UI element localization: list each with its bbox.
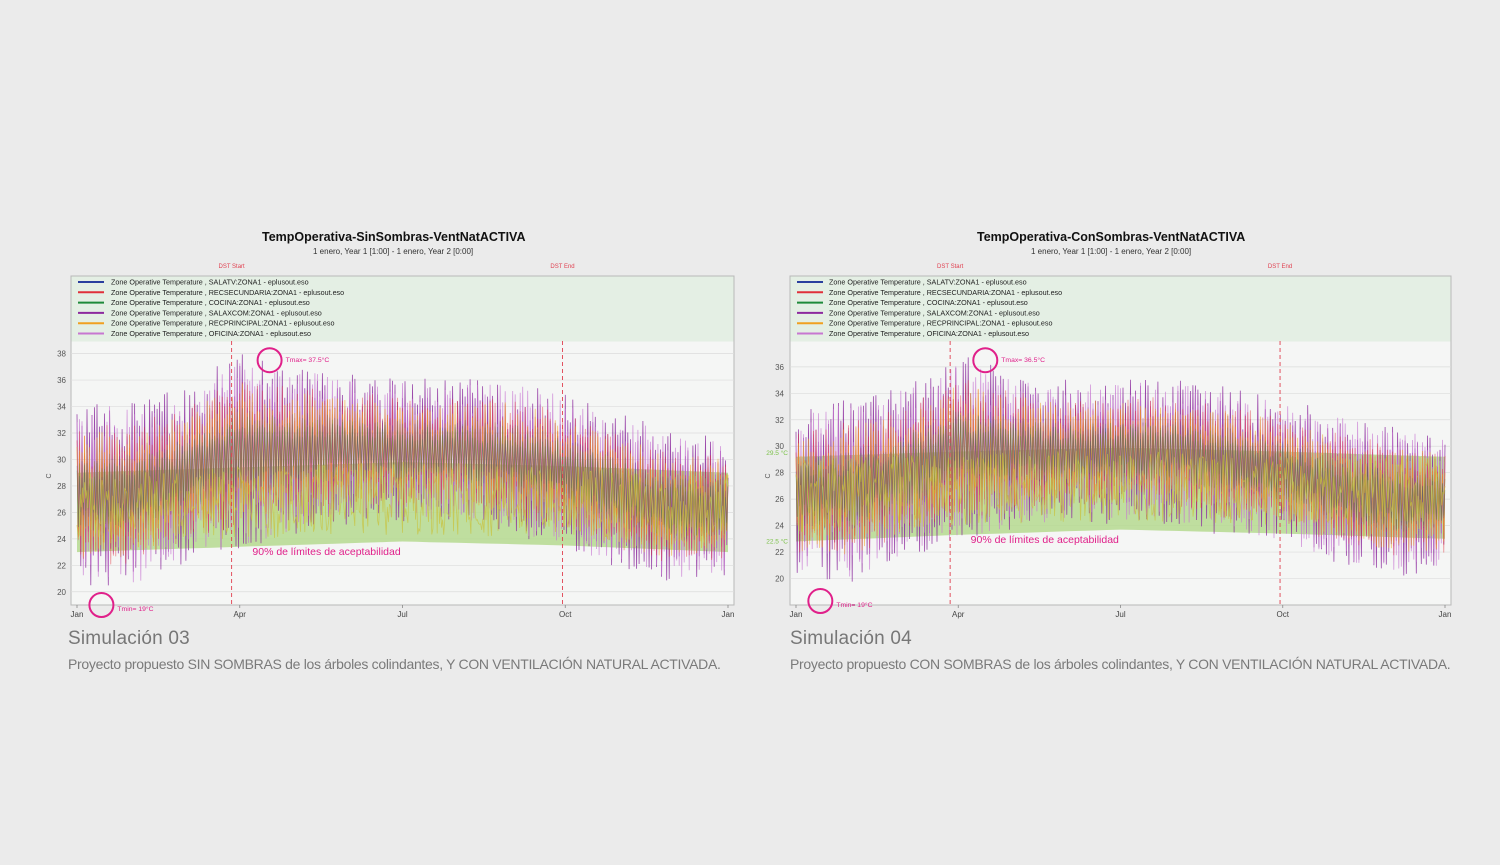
x-tick-label: Jan xyxy=(71,610,84,619)
legend-entry: Zone Operative Temperature , SALAXCOM:ZO… xyxy=(829,308,1040,317)
simulation-title: Simulación 04 xyxy=(790,628,912,649)
series-overlap xyxy=(795,449,1446,532)
y-tick-label: 34 xyxy=(57,403,66,412)
legend-background xyxy=(790,276,1451,342)
legend-entry: Zone Operative Temperature , RECPRINCIPA… xyxy=(111,319,334,328)
simulation-03-panel: TempOperativa-SinSombras-VentNatACTIVA 1… xyxy=(46,230,735,672)
y-tick-label: 26 xyxy=(775,495,784,504)
x-tick-label: Jul xyxy=(397,610,407,619)
y-tick-label: 26 xyxy=(57,508,66,517)
temperature-chart: 20 22 24 26 28 30 32 34 36 C 90% de límites de ace… xyxy=(765,264,1452,619)
legend-entry: Zone Operative Temperature , SALATV:ZONA… xyxy=(111,278,309,287)
acceptability-band xyxy=(796,447,1445,542)
y-tick-label: 30 xyxy=(57,455,66,464)
tmin-label: Tmin= 19°C xyxy=(117,605,153,613)
y-tick-label: 36 xyxy=(775,363,784,372)
band-value-label: 22.5 °C xyxy=(766,537,788,545)
chart-subtitle: 1 enero, Year 1 [1:00] - 1 enero, Year 2… xyxy=(1031,247,1192,256)
series-line-salatv xyxy=(795,410,1446,532)
y-tick-label: 32 xyxy=(57,429,66,438)
y-tick-label: 24 xyxy=(57,535,66,544)
legend-entry: Zone Operative Temperature , RECPRINCIPA… xyxy=(829,319,1052,328)
x-tick-label: Apr xyxy=(234,610,247,619)
series-line-cocina xyxy=(76,415,729,536)
legend-entry: Zone Operative Temperature , COCINA:ZONA… xyxy=(829,298,1028,307)
y-tick-label: 36 xyxy=(57,376,66,385)
chart-title: TempOperativa-SinSombras-VentNatACTIVA xyxy=(262,230,526,244)
x-tick-label: Apr xyxy=(952,610,965,619)
x-tick-label: Jul xyxy=(1115,610,1125,619)
y-tick-label: 20 xyxy=(57,588,66,597)
simulation-description: Proyecto propuesto CON SOMBRAS de los ár… xyxy=(790,656,1451,672)
tmin-label: Tmin= 19°C xyxy=(836,601,872,609)
x-tick-label: Jan xyxy=(722,610,735,619)
chart-title: TempOperativa-ConSombras-VentNatACTIVA xyxy=(977,230,1246,244)
y-axis-label: C xyxy=(46,473,53,478)
x-tick-label: Oct xyxy=(1277,610,1290,619)
series-line-salatv xyxy=(76,408,729,541)
tmin-circle xyxy=(88,592,115,618)
temperature-chart: 20 22 24 26 28 30 32 34 36 38 C 90% de límites de a… xyxy=(46,264,735,619)
dst-marker-label: DST Start xyxy=(218,264,245,270)
dst-marker-label: DST End xyxy=(1268,264,1292,270)
y-tick-label: 22 xyxy=(775,548,784,557)
tmax-circle xyxy=(256,347,283,374)
tmin-circle xyxy=(807,588,834,615)
series-line-cocina xyxy=(795,411,1446,531)
y-tick-label: 20 xyxy=(775,575,784,584)
y-tick-label: 22 xyxy=(57,561,66,570)
simulation-description: Proyecto propuesto SIN SOMBRAS de los ár… xyxy=(68,656,721,672)
band-value-label: 29.5 °C xyxy=(766,449,788,457)
chart-subtitle: 1 enero, Year 1 [1:00] - 1 enero, Year 2… xyxy=(313,247,474,256)
legend-entry: Zone Operative Temperature , COCINA:ZONA… xyxy=(111,298,310,307)
y-axis-label: C xyxy=(765,473,772,478)
series-overlap xyxy=(76,461,729,543)
band-label: 90% de límites de aceptabilidad xyxy=(252,546,400,558)
y-tick-label: 38 xyxy=(57,350,66,359)
band-label: 90% de límites de aceptabilidad xyxy=(971,534,1119,546)
tmax-label: Tmax= 36.5°C xyxy=(1001,356,1045,364)
legend-entry: Zone Operative Temperature , OFICINA:ZON… xyxy=(829,329,1029,338)
simulation-04-panel: TempOperativa-ConSombras-VentNatACTIVA 1… xyxy=(750,0,1500,865)
legend-entry: Zone Operative Temperature , SALAXCOM:ZO… xyxy=(111,308,322,317)
y-tick-label: 24 xyxy=(775,522,784,531)
legend-background xyxy=(71,276,734,342)
series-line-recprincipal xyxy=(76,383,729,557)
y-tick-label: 28 xyxy=(775,469,784,478)
y-tick-label: 30 xyxy=(775,442,784,451)
dst-marker-label: DST Start xyxy=(937,264,964,270)
x-tick-label: Oct xyxy=(559,610,572,619)
tmax-circle xyxy=(972,347,999,374)
x-tick-label: Jan xyxy=(1439,610,1452,619)
legend-entry: Zone Operative Temperature , RECSECUNDAR… xyxy=(829,288,1062,297)
dst-marker-label: DST End xyxy=(550,264,574,270)
tmax-label: Tmax= 37.5°C xyxy=(286,356,330,364)
x-tick-label: Jan xyxy=(790,610,803,619)
y-tick-label: 34 xyxy=(775,389,784,398)
y-tick-label: 28 xyxy=(57,482,66,491)
legend-entry: Zone Operative Temperature , OFICINA:ZON… xyxy=(111,329,311,338)
y-tick-label: 32 xyxy=(775,416,784,425)
legend-entry: Zone Operative Temperature , SALATV:ZONA… xyxy=(829,278,1027,287)
simulation-title: Simulación 03 xyxy=(68,628,190,649)
legend-entry: Zone Operative Temperature , RECSECUNDAR… xyxy=(111,288,344,297)
